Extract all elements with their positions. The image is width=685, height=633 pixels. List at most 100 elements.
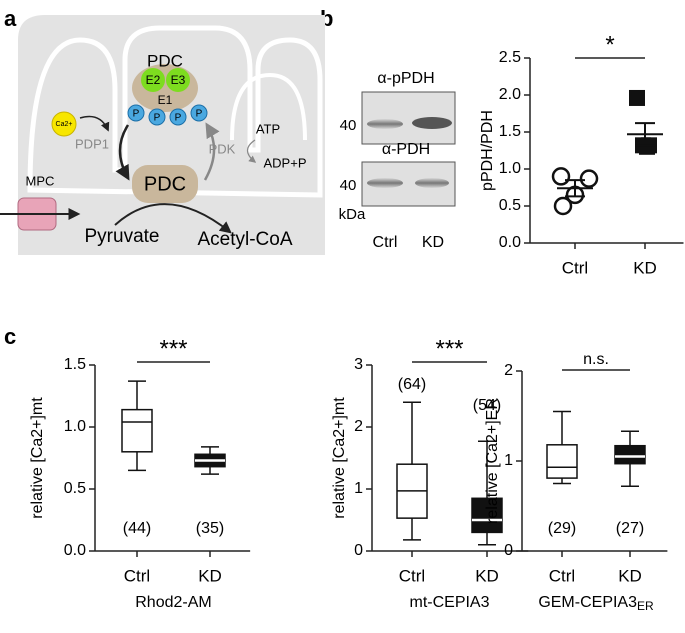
label: PDC <box>147 51 183 70</box>
error-bar <box>565 179 585 198</box>
y-tick-label: 1 <box>504 452 513 469</box>
label: P <box>196 109 203 120</box>
y-tick-label: 2.5 <box>499 49 521 66</box>
lane-label: Ctrl <box>373 234 398 251</box>
western-blot: α-pPDH 40 α-PDH 40 kDa Ctrl KD <box>339 70 456 251</box>
label: E3 <box>171 73 186 87</box>
y-tick-label: 0.5 <box>499 197 521 214</box>
box <box>121 408 153 453</box>
x-axis-label-sub: ER <box>637 599 654 613</box>
panel-label: c <box>4 324 16 349</box>
label: Pyruvate <box>85 226 160 247</box>
antibody-label: α-pPDH <box>377 70 434 87</box>
y-axis-label: relative [Ca2+]mt <box>331 397 348 519</box>
panel-label: a <box>4 6 17 31</box>
band <box>412 117 452 129</box>
y-tick-label: 2.0 <box>499 86 521 103</box>
n-label: (54) <box>473 397 501 414</box>
calcium <box>51 111 77 137</box>
y-axis-label: pPDH/PDH <box>479 110 496 191</box>
significance-label: *** <box>435 335 463 362</box>
point <box>551 167 571 186</box>
y-tick-label: 1 <box>354 480 363 497</box>
y-tick-label: 1.0 <box>499 160 521 177</box>
label: ATP <box>256 121 280 136</box>
label: P <box>175 113 182 124</box>
n-label: (35) <box>196 520 224 537</box>
marker-label: 40 <box>340 117 357 134</box>
x-axis-label: Rhod2-AM <box>135 594 211 611</box>
arrow <box>246 139 257 163</box>
cristae <box>27 25 323 198</box>
point <box>553 196 573 216</box>
box <box>614 444 646 465</box>
band <box>415 178 449 188</box>
arrow <box>114 203 232 234</box>
y-tick-label: 2 <box>504 362 513 379</box>
label: MPC <box>26 173 55 188</box>
n-label: (27) <box>616 520 644 537</box>
x-tick-label: Ctrl <box>549 566 575 585</box>
marker-label: 40 <box>340 177 357 194</box>
e3 <box>166 68 190 92</box>
x-tick-label: Ctrl <box>562 258 588 277</box>
label: Acetyl-CoA <box>197 229 292 250</box>
x-axis-label-main: GEM-CEPIA3 <box>538 594 637 611</box>
y-tick-label: 0.0 <box>499 234 521 251</box>
x-tick-label: KD <box>475 566 499 585</box>
antibody-label: α-PDH <box>382 141 430 158</box>
arrow <box>115 124 130 181</box>
y-tick-label: 2 <box>354 418 363 435</box>
band <box>367 178 403 188</box>
e2 <box>141 68 165 92</box>
x-tick-label: KD <box>618 566 642 585</box>
x-tick-label: KD <box>633 258 657 277</box>
x-axis-label: mt-CEPIA3 <box>409 594 489 611</box>
unit-label: kDa <box>339 206 366 223</box>
y-tick-label: 0 <box>354 542 363 559</box>
n-label: (44) <box>123 520 151 537</box>
x-tick-label: Ctrl <box>399 566 425 585</box>
y-tick-label: 0.5 <box>64 480 86 497</box>
lane-label: KD <box>422 234 444 251</box>
label: E1 <box>158 93 173 107</box>
x-axis-label-main: mt-CEPIA3 <box>409 594 489 611</box>
n-label: (64) <box>398 376 426 393</box>
point <box>579 169 599 188</box>
box <box>546 444 578 479</box>
label: Ca2+ <box>56 121 73 128</box>
phosphate <box>127 104 145 122</box>
y-tick-label: 1.0 <box>64 418 86 435</box>
y-tick-label: 3 <box>354 356 363 373</box>
box <box>471 497 503 534</box>
point <box>629 89 645 106</box>
x-tick-label: Ctrl <box>124 566 150 585</box>
phosphate <box>190 104 208 122</box>
phosphate <box>148 108 166 126</box>
label: P <box>133 109 140 120</box>
y-tick-label: 0 <box>504 542 513 559</box>
y-axis-label: relative [Ca2+]ER <box>484 398 501 524</box>
n-label: (29) <box>548 520 576 537</box>
y-tick-label: 1.5 <box>64 356 86 373</box>
y-axis-label: relative [Ca2+]mt <box>29 397 46 519</box>
x-axis-label-main: Rhod2-AM <box>135 594 211 611</box>
significance-label: *** <box>159 335 187 362</box>
error-bar <box>635 122 655 147</box>
label: P <box>154 113 161 124</box>
arrow <box>203 122 220 181</box>
band <box>367 119 403 129</box>
label: PDK <box>209 141 236 156</box>
label: PDP1 <box>75 136 109 151</box>
label: E2 <box>146 73 161 87</box>
arrow <box>79 115 110 132</box>
label: PDC <box>144 173 186 195</box>
x-tick-label: KD <box>198 566 222 585</box>
x-axis-label: GEM-CEPIA3ER <box>538 594 654 613</box>
label: ADP+P <box>264 155 307 170</box>
significance-label: * <box>605 31 614 58</box>
cristae <box>230 72 307 141</box>
pdc <box>132 165 198 203</box>
y-tick-label: 0.0 <box>64 542 86 559</box>
